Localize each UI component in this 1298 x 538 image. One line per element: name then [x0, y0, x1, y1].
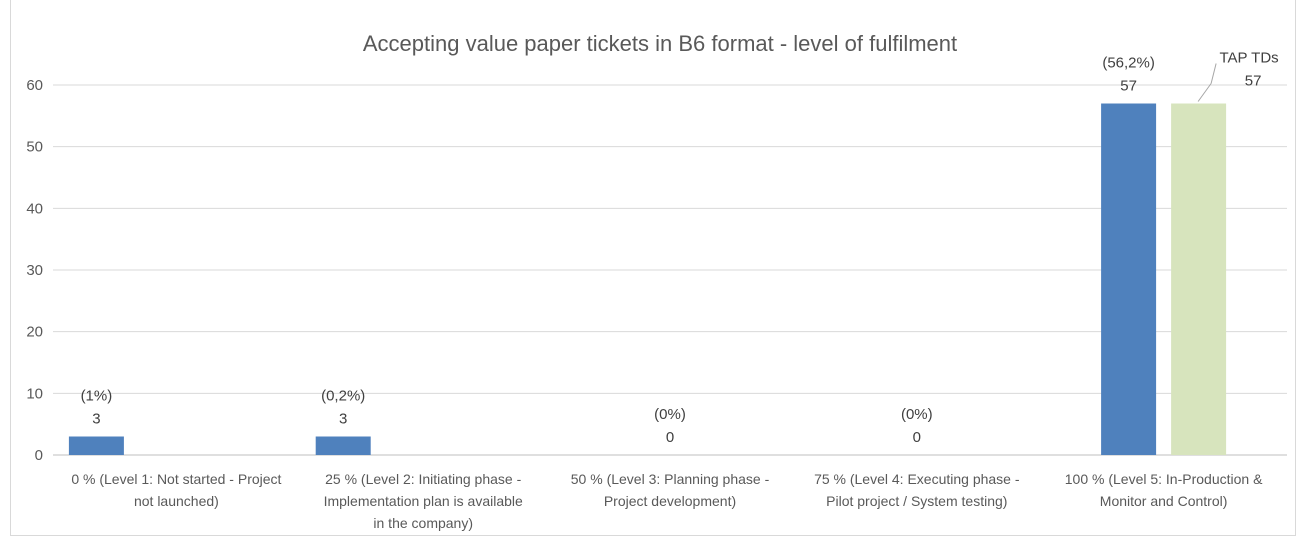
chart-title: Accepting value paper tickets in B6 form…: [363, 31, 957, 56]
bar-percent-label: (56,2%): [1102, 55, 1155, 72]
bar-percent-label: (0,2%): [321, 388, 365, 405]
y-tick-label: 40: [26, 200, 43, 217]
chart-frame: Accepting value paper tickets in B6 form…: [10, 0, 1296, 536]
bar-percent-label: (1%): [81, 388, 113, 405]
y-tick-label: 20: [26, 324, 43, 341]
bar: [68, 436, 124, 455]
bar-percent-label: (0%): [654, 406, 686, 423]
x-category-label: 25 % (Level 2: Initiating phase -Impleme…: [324, 471, 523, 531]
annotation-leader-line: [1210, 63, 1217, 84]
x-category-label: 50 % (Level 3: Planning phase -Project d…: [571, 471, 770, 509]
x-category-label: 0 % (Level 1: Not started - Project not l…: [71, 471, 281, 509]
bar: [1101, 103, 1157, 455]
series-value-annotation: 57: [1245, 73, 1262, 90]
y-tick-label: 30: [26, 262, 43, 279]
bar-percent-label: (0%): [901, 406, 933, 423]
bar-value-label: 3: [92, 411, 100, 428]
y-tick-label: 60: [26, 77, 43, 94]
annotation-leader-line: [1197, 83, 1212, 102]
series-name-annotation: TAP TDs: [1220, 50, 1279, 67]
x-category-label: 100 % (Level 5: In-Production & Monitor a…: [1065, 471, 1263, 509]
y-tick-label: 10: [26, 385, 43, 402]
bar-value-label: 3: [339, 411, 347, 428]
bar-value-label: 57: [1120, 78, 1137, 95]
bar: [1171, 103, 1227, 455]
x-category-label: 75 % (Level 4: Executing phase -Pilot pr…: [814, 471, 1020, 509]
y-tick-label: 0: [35, 447, 43, 464]
y-tick-label: 50: [26, 139, 43, 156]
bar-chart: Accepting value paper tickets in B6 form…: [26, 31, 1287, 531]
bar-value-label: 0: [913, 429, 921, 446]
bar: [315, 436, 371, 455]
bar-value-label: 0: [666, 429, 674, 446]
